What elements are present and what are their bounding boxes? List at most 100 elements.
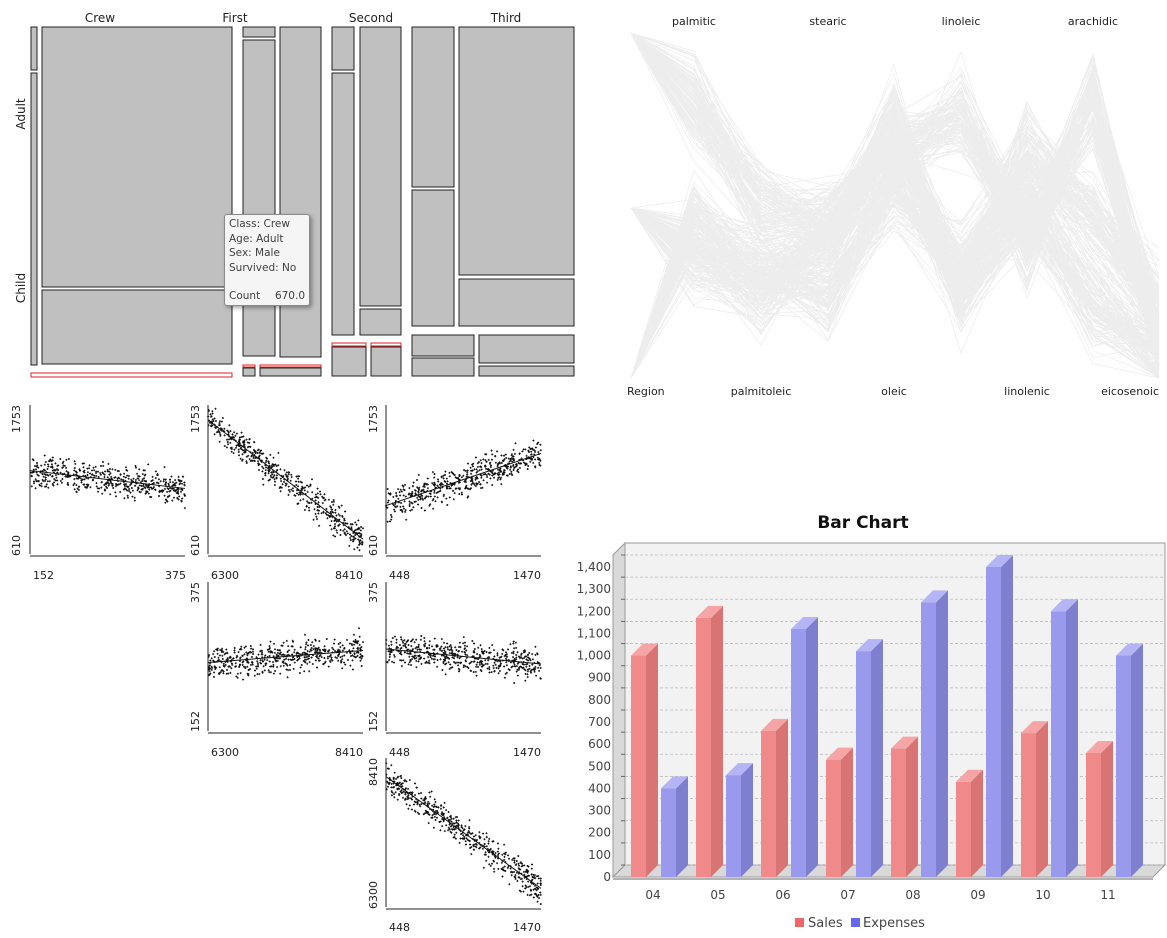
parallel-polylines — [630, 32, 1160, 379]
y-tick-label: 700 — [588, 715, 611, 729]
mosaic-tile[interactable] — [411, 26, 455, 188]
scatter-regression-line — [29, 470, 186, 489]
bar-side-expenses — [936, 590, 948, 877]
bar-top-sales — [761, 718, 788, 731]
scatter-points-3 — [385, 439, 542, 523]
mosaic-tile[interactable] — [242, 39, 276, 357]
scatter-points — [29, 405, 542, 910]
bar-sales-06[interactable] — [761, 730, 776, 877]
mosaic-tile[interactable] — [331, 346, 367, 377]
bar-top-sales — [631, 643, 658, 656]
mosaic-tile[interactable] — [331, 72, 355, 336]
mosaic-tile[interactable] — [242, 26, 276, 38]
bar-expenses-09[interactable] — [986, 567, 1001, 877]
bar-side-expenses — [1131, 643, 1143, 877]
y-tick-label: 100 — [588, 848, 611, 862]
mosaic-tile[interactable] — [30, 72, 38, 366]
bar-chart-title: Bar Chart — [817, 513, 908, 533]
scatter-regression-line — [385, 776, 542, 889]
pc-axis-label-region: Region — [627, 385, 665, 398]
sp2-x-min: 6300 — [211, 569, 239, 582]
y-tick-label: 200 — [588, 826, 611, 840]
mosaic-tile[interactable] — [411, 357, 475, 377]
scatter-panel-5: 375 152 448 1470 — [367, 582, 541, 759]
sp1-x-min: 152 — [33, 569, 54, 582]
mosaic-tile[interactable] — [411, 334, 475, 357]
y-tick-label: 600 — [588, 737, 611, 751]
bar-sales-08[interactable] — [891, 748, 906, 877]
bar-sales-11[interactable] — [1086, 753, 1101, 877]
bar-side-sales — [906, 736, 918, 877]
bar-sales-07[interactable] — [826, 759, 841, 877]
bar-expenses-10[interactable] — [1051, 611, 1066, 877]
bar-side-expenses — [806, 617, 818, 877]
mosaic-tile[interactable] — [370, 346, 402, 377]
bar-sales-05[interactable] — [696, 617, 711, 877]
mosaic-col-label-first: First — [222, 11, 248, 25]
bar-side-sales — [1036, 721, 1048, 877]
bar-top-expenses — [661, 776, 688, 789]
pc-axis-label-oleic: oleic — [881, 385, 907, 398]
mosaic-tile[interactable] — [411, 189, 455, 327]
sp1-y-max: 1753 — [10, 405, 23, 433]
bar-expenses-06[interactable] — [791, 629, 806, 877]
y-tick-label: 0 — [603, 870, 611, 884]
mosaic-tile[interactable] — [458, 26, 575, 276]
mosaic-tile[interactable] — [41, 26, 233, 288]
legend-swatch-sales — [795, 918, 804, 927]
mosaic-tile[interactable] — [242, 367, 256, 377]
x-tick-label: 04 — [645, 888, 660, 902]
sp5-y-min: 152 — [367, 711, 380, 732]
mosaic-tile[interactable] — [359, 308, 402, 336]
mosaic-tile[interactable] — [359, 26, 402, 307]
legend-label-expenses: Expenses — [863, 916, 925, 931]
mosaic-highlight — [259, 364, 322, 368]
mosaic-row-label-adult: Adult — [14, 98, 28, 130]
bar-sales-04[interactable] — [631, 655, 646, 877]
bar-expenses-08[interactable] — [921, 602, 936, 877]
mosaic-svg: Crew First Second Third Adult Child — [14, 11, 575, 378]
sp3-x-min: 448 — [389, 569, 410, 582]
tooltip-sex: Sex: Male — [229, 247, 280, 259]
mosaic-tile[interactable] — [478, 365, 575, 377]
scatter-points-4 — [207, 627, 364, 681]
bar-expenses-05[interactable] — [726, 775, 741, 877]
bar-side-sales — [1101, 741, 1113, 877]
sp2-y-min: 610 — [189, 535, 202, 556]
scatter-panel-6: 8410 6300 448 1470 — [367, 758, 541, 934]
mosaic-tile[interactable] — [259, 367, 322, 377]
y-tick-label: 900 — [588, 671, 611, 685]
bar-expenses-07[interactable] — [856, 651, 871, 877]
mosaic-tile[interactable] — [30, 26, 38, 71]
mosaic-tile[interactable] — [331, 26, 355, 71]
tooltip-count-value: 670.0 — [274, 290, 305, 302]
bar-chart-bars — [631, 555, 1143, 877]
bar-sales-10[interactable] — [1021, 733, 1036, 877]
bar-expenses-04[interactable] — [661, 788, 676, 877]
bar-side-expenses — [1001, 555, 1013, 877]
scatter-regression-line — [207, 419, 364, 540]
sp4-x-max: 8410 — [335, 746, 363, 759]
bar-top-expenses — [791, 617, 818, 629]
bar-sales-09[interactable] — [956, 781, 971, 877]
mosaic-tile[interactable] — [41, 289, 233, 365]
bar-side-sales — [971, 769, 983, 877]
mosaic-tile[interactable] — [478, 334, 575, 364]
sp3-y-min: 610 — [367, 535, 380, 556]
mosaic-plot: Crew First Second Third Adult Child — [0, 0, 590, 385]
mosaic-tile[interactable] — [458, 278, 575, 327]
y-tick-label: 1,100 — [577, 626, 611, 640]
bar-expenses-11[interactable] — [1116, 655, 1131, 877]
mosaic-highlight — [331, 342, 367, 347]
mosaic-tile[interactable] — [279, 26, 322, 358]
mosaic-highlight — [30, 372, 233, 378]
legend-label-sales: Sales — [808, 916, 843, 931]
sp6-x-max: 1470 — [513, 921, 541, 934]
x-tick-label: 10 — [1035, 888, 1050, 902]
mosaic-col-label-second: Second — [349, 11, 393, 25]
sp6-x-min: 448 — [389, 921, 410, 934]
bar-top-sales — [1021, 721, 1048, 734]
scatter-panel-1: 1753 610 152 375 — [10, 405, 186, 582]
pc-axis-label-palmitoleic: palmitoleic — [731, 385, 792, 398]
tooltip-count-row: Count 670.0 — [229, 289, 305, 304]
